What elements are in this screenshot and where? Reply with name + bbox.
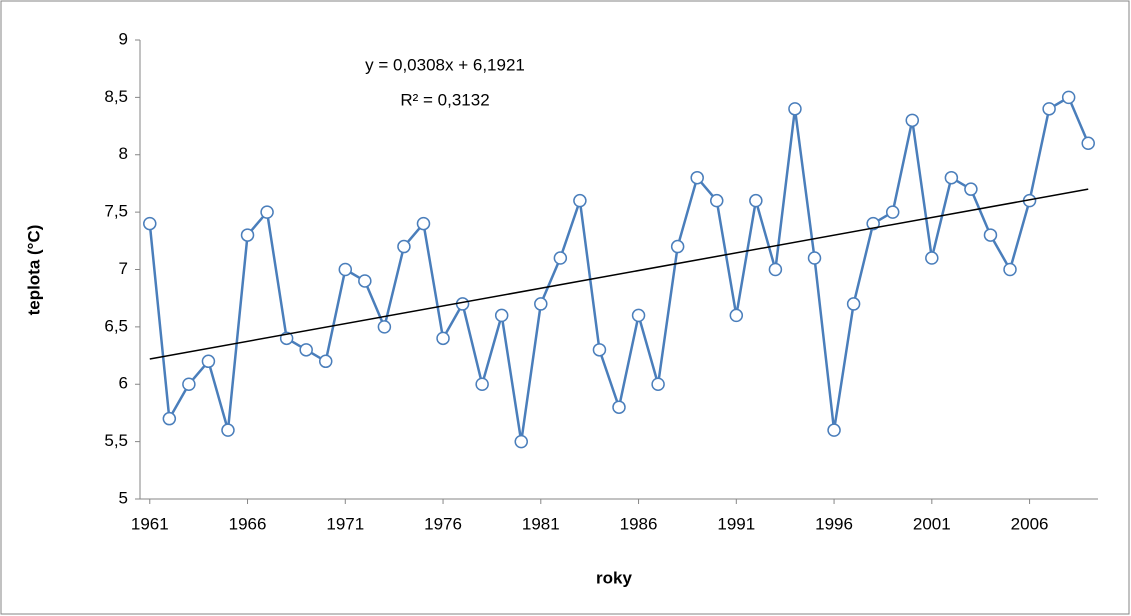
data-point — [358, 274, 372, 288]
data-point — [436, 331, 450, 346]
data-point — [846, 297, 861, 311]
data-point — [983, 228, 998, 242]
data-point — [807, 251, 822, 265]
x-tick-label: 1996 — [815, 514, 853, 533]
data-point — [397, 239, 411, 254]
data-point — [143, 216, 157, 231]
y-tick-label: 8 — [119, 144, 128, 163]
data-point — [612, 400, 626, 414]
data-point — [925, 251, 939, 265]
data-point — [534, 297, 548, 311]
data-point — [670, 239, 685, 254]
data-point — [1003, 262, 1017, 277]
x-tick-label: 1991 — [717, 514, 755, 533]
data-point — [905, 113, 920, 128]
data-point — [690, 170, 704, 185]
data-point — [299, 343, 313, 357]
data-point — [710, 193, 724, 208]
x-tick-label: 2001 — [913, 514, 951, 533]
data-point — [162, 411, 177, 426]
data-point — [240, 228, 255, 242]
trendline — [149, 188, 1089, 360]
data-point — [729, 308, 744, 323]
x-tick-label: 1981 — [522, 514, 560, 533]
x-tick-label: 1971 — [326, 514, 364, 533]
x-tick-label: 1986 — [620, 514, 658, 533]
data-point — [318, 354, 333, 369]
x-axis-title: roky — [596, 568, 632, 587]
data-point — [631, 308, 646, 323]
y-tick-label: 6 — [119, 374, 128, 393]
data-point — [885, 205, 900, 219]
data-point — [377, 320, 392, 334]
y-tick-label: 6,5 — [104, 316, 128, 335]
data-point — [944, 170, 959, 185]
x-tick-label: 1961 — [131, 514, 169, 533]
data-point — [455, 297, 470, 311]
data-point — [651, 377, 665, 391]
data-point — [768, 262, 783, 277]
data-point — [1061, 90, 1076, 105]
y-axis-title: teplota (°C) — [24, 225, 43, 316]
data-point — [964, 182, 978, 196]
data-point — [1042, 102, 1056, 116]
data-point — [260, 205, 274, 219]
data-point — [1081, 136, 1095, 151]
x-tick-label: 1966 — [229, 514, 267, 533]
data-point — [749, 193, 763, 208]
data-point — [592, 343, 607, 357]
data-point — [573, 193, 587, 208]
y-tick-label: 9 — [119, 29, 128, 48]
data-point — [475, 377, 489, 391]
data-point — [788, 102, 802, 116]
x-tick-label: 2006 — [1011, 514, 1049, 533]
y-tick-label: 7,5 — [104, 202, 128, 221]
x-tick-label: 1976 — [424, 514, 462, 533]
data-point — [201, 354, 216, 369]
y-tick-label: 5 — [119, 488, 128, 507]
data-point — [827, 423, 841, 437]
data-point — [182, 377, 196, 391]
y-tick-label: 8,5 — [104, 87, 128, 106]
data-point — [866, 216, 880, 231]
data-point — [221, 423, 235, 437]
data-point — [494, 308, 509, 323]
y-tick-label: 7 — [119, 259, 128, 278]
data-point — [553, 251, 568, 265]
data-point — [416, 216, 431, 231]
equation: y = 0,0308x + 6,1921 — [365, 55, 525, 74]
data-point — [338, 262, 353, 277]
data-point — [514, 434, 528, 449]
r-squared: R² = 0,3132 — [400, 90, 489, 109]
y-tick-label: 5,5 — [104, 431, 128, 450]
